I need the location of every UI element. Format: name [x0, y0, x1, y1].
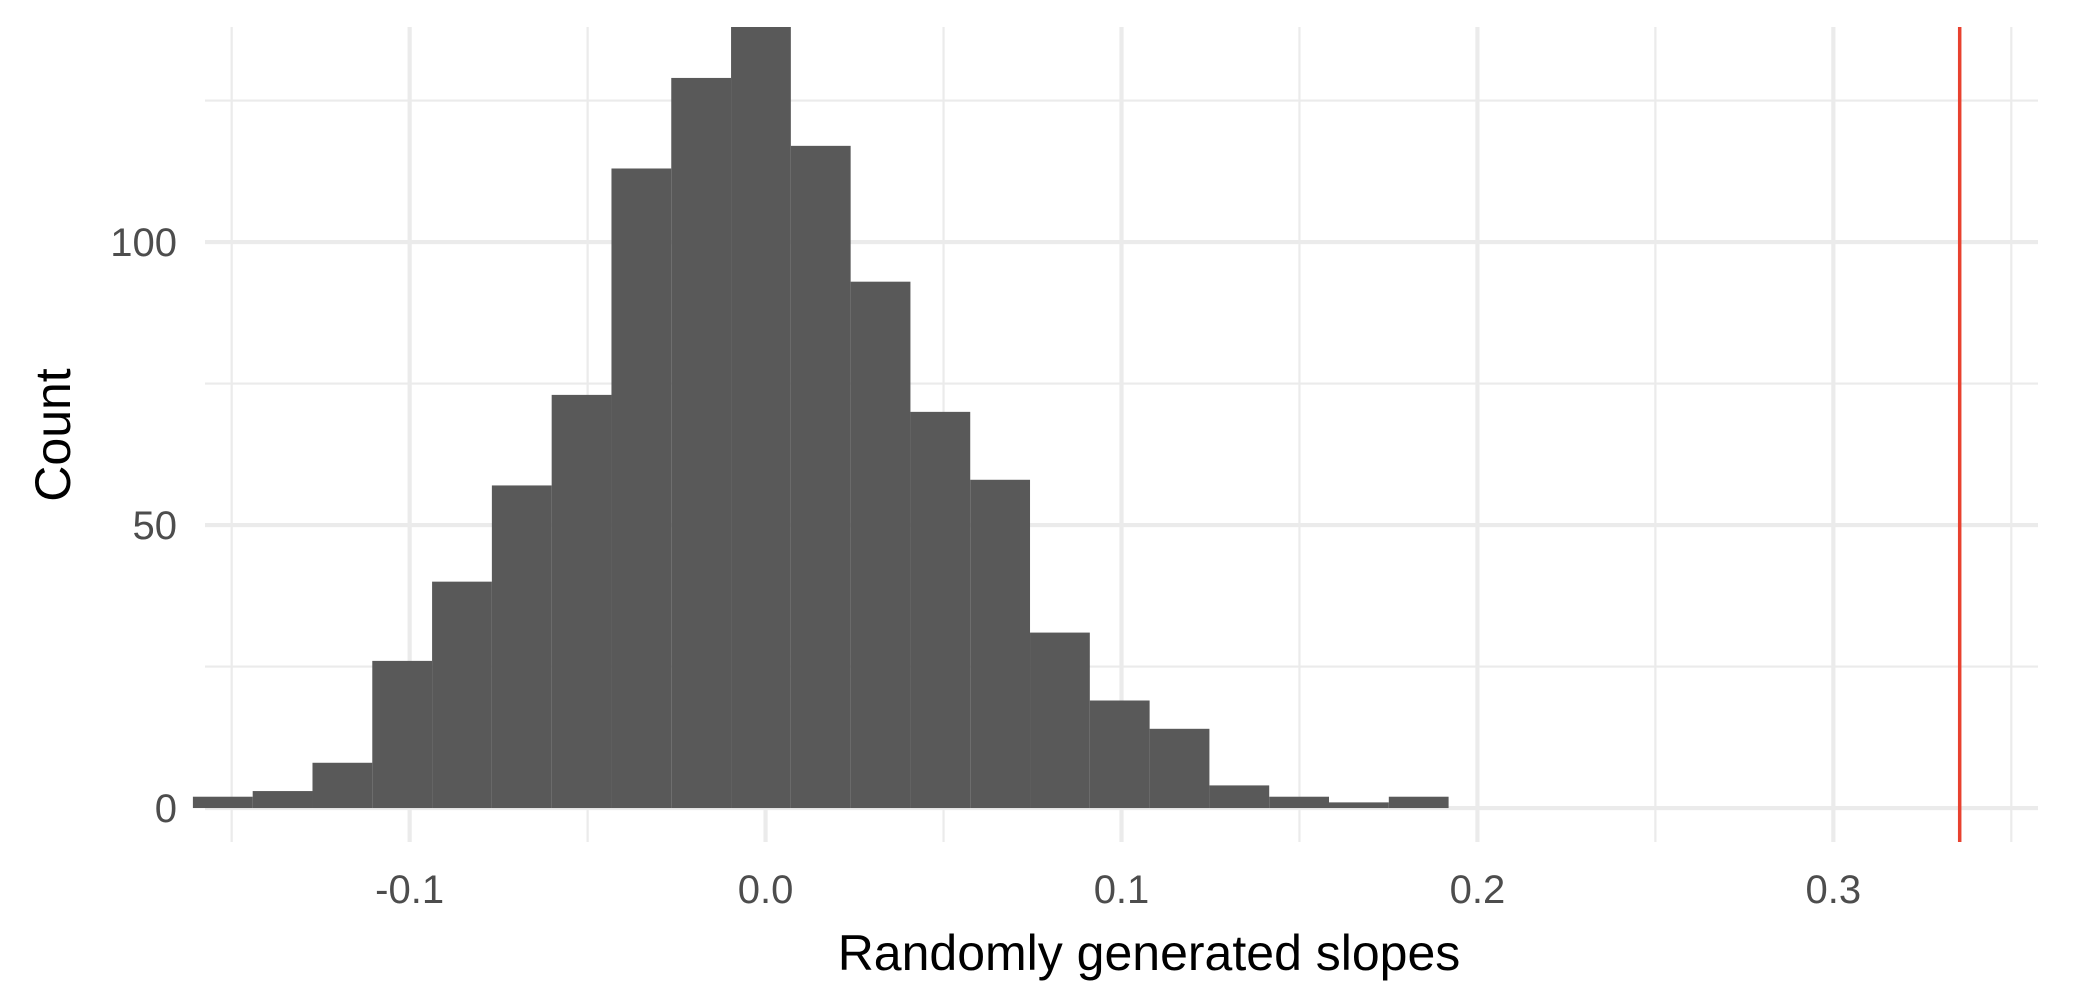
histogram-bar [790, 145, 851, 809]
x-tick-label: 0.0 [738, 868, 794, 912]
histogram-bar [970, 479, 1031, 809]
histogram-bar [731, 27, 791, 809]
histogram-bar [312, 762, 373, 809]
histogram-bar [671, 77, 732, 809]
histogram-bar [850, 281, 911, 809]
y-tick-label: 100 [110, 221, 177, 265]
y-axis-title: Count [25, 368, 81, 502]
histogram-bar [252, 791, 313, 809]
histogram-bar [1030, 632, 1090, 809]
histogram-bar [372, 660, 433, 809]
x-tick-label: 0.2 [1450, 868, 1506, 912]
histogram-bar [1269, 796, 1330, 809]
histogram-bar [611, 168, 672, 809]
x-tick-label: -0.1 [375, 868, 444, 912]
x-tick-label: 0.3 [1806, 868, 1862, 912]
histogram-bar [1149, 728, 1210, 809]
histogram-bar [1329, 802, 1389, 809]
histogram-bar [1209, 785, 1270, 809]
histogram-bars [192, 27, 1449, 809]
histogram-bar [1089, 700, 1150, 809]
histogram-bar [551, 394, 612, 809]
x-tick-label: 0.1 [1094, 868, 1150, 912]
y-tick-label: 50 [133, 504, 178, 548]
y-tick-labels: 0 50 100 [110, 221, 177, 831]
histogram-bar [432, 581, 492, 809]
histogram-bar [1388, 796, 1449, 809]
histogram-bar [192, 796, 253, 809]
y-tick-label: 0 [155, 787, 177, 831]
x-tick-labels: -0.1 0.0 0.1 0.2 0.3 [375, 868, 1861, 912]
histogram-bar [491, 485, 552, 809]
histogram-bar [910, 411, 971, 809]
x-axis-title: Randomly generated slopes [838, 925, 1461, 981]
